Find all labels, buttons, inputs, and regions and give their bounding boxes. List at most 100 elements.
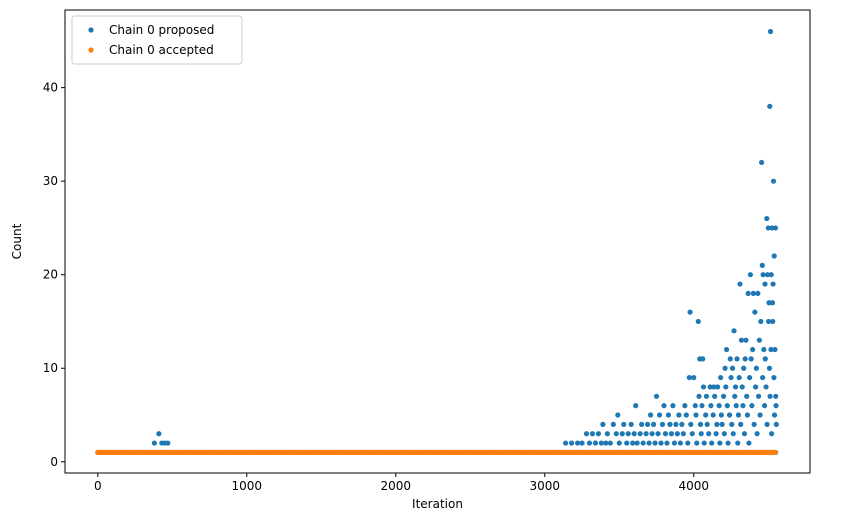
proposed-point [711,384,717,390]
proposed-point [761,346,767,353]
proposed-point [741,365,747,371]
proposed-point [610,421,616,427]
proposed-point [619,431,625,437]
proposed-point [732,384,739,390]
legend-label-proposed: Chain 0 proposed [109,23,214,37]
proposed-point [652,440,658,446]
proposed-point [771,253,777,259]
proposed-point [760,272,766,278]
proposed-point [598,440,605,446]
proposed-point [613,431,619,437]
accepted-point [772,449,779,456]
proposed-point [592,440,599,446]
proposed-point [647,412,654,418]
proposed-point [699,403,705,409]
x-tick-label: 4000 [679,479,710,493]
proposed-point [604,431,610,437]
proposed-point [741,431,748,437]
proposed-point [761,403,768,409]
proposed-point [764,421,770,427]
proposed-point [773,393,779,399]
proposed-point [723,384,729,390]
proposed-point [637,431,643,437]
proposed-point [689,431,695,437]
proposed-point [736,374,742,381]
proposed-point [586,440,593,446]
proposed-point [579,440,585,446]
proposed-point [740,403,746,409]
proposed-point [755,393,762,399]
proposed-point [755,290,761,297]
proposed-point [667,421,673,427]
proposed-point [720,393,727,399]
proposed-point [574,440,581,446]
proposed-point [700,356,706,362]
proposed-point [698,431,704,437]
proposed-point [714,421,720,427]
proposed-point [735,440,741,446]
proposed-point [694,440,700,446]
y-axis-label: Count [10,223,24,259]
proposed-point [156,431,162,437]
proposed-point [630,440,636,446]
proposed-point [676,412,682,418]
proposed-point [767,28,774,35]
proposed-point [764,272,771,278]
proposed-point [733,403,739,409]
proposed-point [628,421,634,427]
proposed-point [765,225,771,231]
proposed-point [773,403,779,409]
proposed-point [595,431,602,437]
proposed-point [151,440,157,446]
proposed-point [703,412,709,418]
proposed-point [658,440,664,446]
proposed-point [749,403,755,409]
proposed-point [691,374,697,381]
proposed-point [655,431,661,437]
proposed-point [680,431,686,437]
proposed-point [685,440,691,446]
proposed-point [707,384,713,390]
proposed-point [704,421,710,427]
proposed-point [768,431,775,437]
proposed-point [583,431,590,437]
proposed-point [563,440,569,446]
proposed-point [646,440,652,446]
proposed-point [767,103,773,109]
proposed-point [758,318,764,325]
x-axis-label: Iteration [412,497,463,511]
proposed-point [703,393,710,399]
proposed-point [668,431,675,437]
legend-box [71,15,243,65]
proposed-point [621,421,627,427]
proposed-point [737,281,743,287]
proposed-point [600,421,606,427]
proposed-point [650,421,657,427]
proposed-point [634,440,640,446]
y-axis-ticks: 0 10 20 30 40 [43,81,65,469]
proposed-point [772,346,778,353]
proposed-point [744,393,750,399]
x-tick-label: 1000 [232,479,263,493]
proposed-point [758,159,765,166]
proposed-point [677,440,683,446]
proposed-point [769,300,776,306]
proposed-point [747,272,754,278]
y-tick-label: 10 [43,361,58,375]
proposed-point [708,403,714,409]
proposed-point [757,412,763,418]
proposed-point [717,440,723,446]
legend: Chain 0 proposed Chain 0 accepted [71,15,243,65]
proposed-point [625,431,631,437]
proposed-point [730,431,736,437]
proposed-point [762,281,768,287]
proposed-point [768,272,774,278]
proposed-point [692,403,698,409]
proposed-point [649,431,655,437]
proposed-point [745,290,751,297]
proposed-point [695,318,701,325]
proposed-point [682,403,688,409]
proposed-point [696,393,702,399]
proposed-point [687,309,693,315]
proposed-point [589,431,596,437]
